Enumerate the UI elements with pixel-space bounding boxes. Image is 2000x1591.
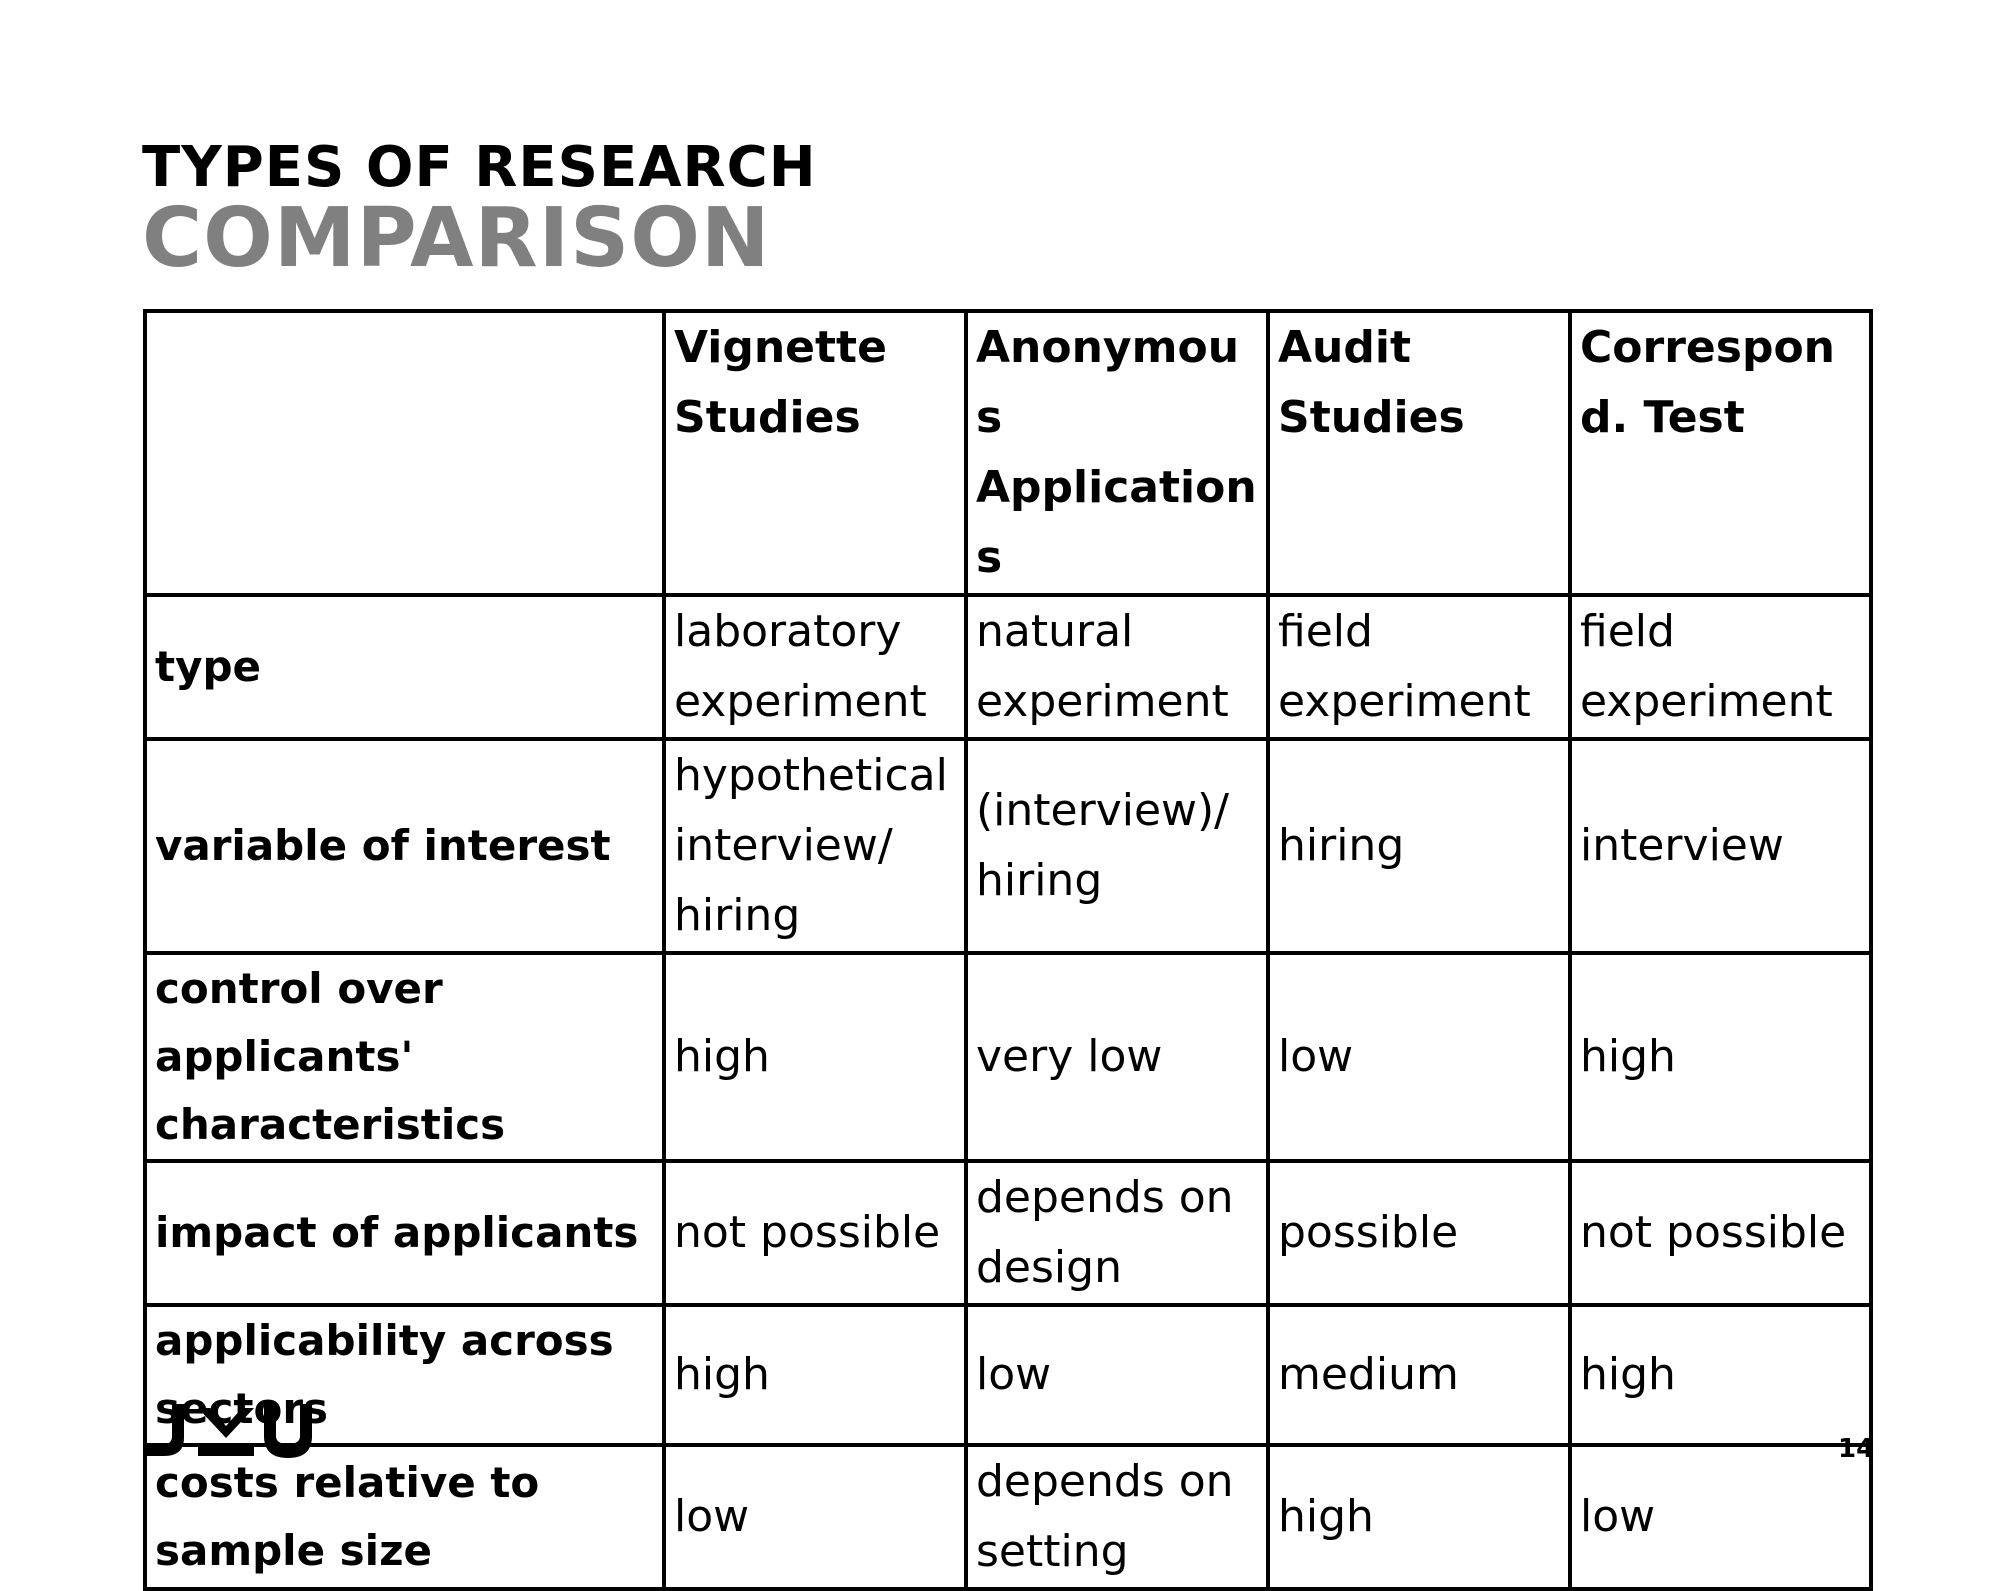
table-cell: very low xyxy=(964,951,1270,1163)
table-cell: depends on design xyxy=(964,1159,1270,1307)
table-cell: natural experiment xyxy=(964,593,1270,741)
column-header: Anonymous Applications xyxy=(964,309,1270,597)
table-cell: field experiment xyxy=(1266,593,1572,741)
table-cell: high xyxy=(662,1303,968,1447)
table-cell: high xyxy=(662,951,968,1163)
table-cell: depends on setting xyxy=(964,1443,1270,1591)
table-cell: not possible xyxy=(662,1159,968,1307)
row-label: control over applicants' characteristics xyxy=(143,951,666,1163)
table-cell: medium xyxy=(1266,1303,1572,1447)
table-row: type laboratory experiment natural exper… xyxy=(143,593,1873,741)
table-cell: high xyxy=(1568,1303,1873,1447)
table-row: applicability across sectors high low me… xyxy=(143,1303,1873,1447)
comparison-table: Vignette Studies Anonymous Applications … xyxy=(143,309,1873,1591)
row-label: impact of applicants xyxy=(143,1159,666,1307)
slide-subtitle: COMPARISON xyxy=(142,191,771,286)
table-cell: low xyxy=(1568,1443,1873,1591)
slide-title: TYPES OF RESEARCH xyxy=(142,135,817,200)
table-cell: low xyxy=(1266,951,1572,1163)
column-header: Vignette Studies xyxy=(662,309,968,597)
column-header: Audit Studies xyxy=(1266,309,1572,597)
table-cell: hypothetical interview/ hiring xyxy=(662,737,968,955)
table-row: costs relative to sample size low depend… xyxy=(143,1443,1873,1591)
table-cell: (interview)/ hiring xyxy=(964,737,1270,955)
table-row: impact of applicants not possible depend… xyxy=(143,1159,1873,1307)
logo-letter-u xyxy=(264,1404,312,1458)
column-header: Correspond. Test xyxy=(1568,309,1873,597)
row-label: variable of interest xyxy=(143,737,666,955)
table-cell: interview xyxy=(1568,737,1873,955)
table-cell: field experiment xyxy=(1568,593,1873,741)
page-number: 14 xyxy=(1838,1434,1875,1464)
logo-letter-j xyxy=(144,1404,184,1456)
table-row: variable of interest hypothetical interv… xyxy=(143,737,1873,955)
jku-logo xyxy=(144,1404,312,1458)
table-cell: hiring xyxy=(1266,737,1572,955)
table-cell: high xyxy=(1568,951,1873,1163)
header-corner-cell xyxy=(143,309,666,597)
table-cell: not possible xyxy=(1568,1159,1873,1307)
table-cell: high xyxy=(1266,1443,1572,1591)
table-header-row: Vignette Studies Anonymous Applications … xyxy=(143,309,1873,597)
table-cell: laboratory experiment xyxy=(662,593,968,741)
table-row: control over applicants' characteristics… xyxy=(143,951,1873,1163)
row-label: costs relative to sample size xyxy=(143,1443,666,1591)
table-cell: low xyxy=(964,1303,1270,1447)
table-cell: possible xyxy=(1266,1159,1572,1307)
logo-letter-k-bar xyxy=(198,1444,254,1456)
table-cell: low xyxy=(662,1443,968,1591)
row-label: type xyxy=(143,593,666,741)
logo-letter-k xyxy=(198,1408,254,1438)
